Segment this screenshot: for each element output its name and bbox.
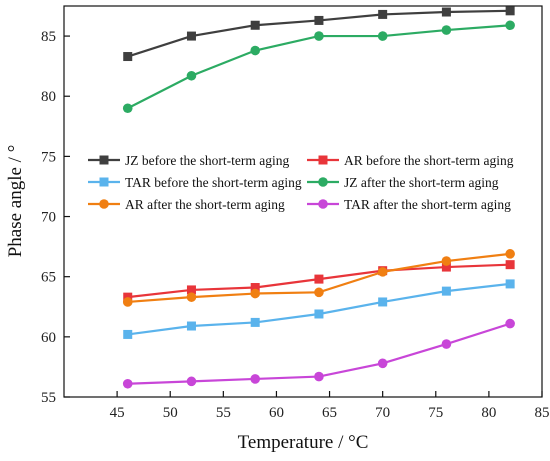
legend-item: TAR after the short-term aging	[307, 197, 511, 212]
data-point	[314, 31, 324, 41]
legend-marker	[318, 177, 328, 187]
legend-label: AR before the short-term aging	[344, 153, 514, 168]
data-point	[186, 321, 196, 331]
x-tick-label: 45	[110, 405, 125, 421]
data-point	[123, 329, 133, 339]
legend-marker	[318, 155, 328, 165]
y-tick-label: 70	[41, 210, 56, 226]
data-point	[250, 20, 260, 30]
x-tick-label: 50	[163, 405, 178, 421]
x-tick-label: 55	[216, 405, 231, 421]
legend-item: JZ before the short-term aging	[88, 153, 289, 168]
axis-ticks: 45 50 55 60 65 70 75 80 85 55 60 65 70 75 80 85	[41, 29, 550, 421]
data-point	[441, 7, 451, 17]
data-point	[314, 371, 324, 382]
data-point	[122, 103, 133, 114]
x-tick-label: 70	[375, 405, 390, 421]
series-4	[122, 20, 515, 114]
series-1	[123, 6, 515, 62]
data-point	[505, 6, 515, 16]
data-point	[378, 297, 388, 307]
data-point	[186, 285, 196, 295]
data-point	[250, 283, 260, 293]
y-tick-label: 80	[41, 89, 56, 105]
x-tick-label: 65	[322, 405, 337, 421]
legend-marker	[318, 199, 328, 209]
x-tick-label: 85	[535, 405, 550, 421]
data-point	[441, 25, 452, 35]
data-point	[250, 374, 260, 384]
data-point	[250, 288, 260, 299]
data-point	[314, 274, 324, 284]
data-point	[123, 292, 133, 302]
series-6	[122, 318, 515, 389]
data-point	[186, 376, 197, 387]
y-tick-label: 55	[41, 390, 56, 406]
data-point	[314, 309, 324, 319]
series-group	[122, 6, 515, 389]
data-point	[505, 249, 515, 259]
data-point	[378, 9, 388, 19]
y-tick-label: 85	[41, 29, 56, 45]
x-tick-label: 60	[269, 405, 284, 421]
legend-marker	[99, 199, 109, 209]
legend-label: TAR before the short-term aging	[125, 175, 302, 190]
y-tick-label: 60	[41, 330, 56, 346]
data-point	[441, 286, 451, 296]
data-point	[441, 262, 451, 272]
data-point	[186, 70, 197, 81]
x-axis-title: Temperature / °C	[238, 432, 369, 453]
legend-label: JZ after the short-term aging	[344, 175, 499, 190]
series-5	[122, 249, 515, 307]
data-point	[186, 292, 197, 302]
data-point	[377, 358, 388, 369]
data-point	[123, 52, 133, 62]
legend-label: TAR after the short-term aging	[344, 197, 511, 212]
legend-marker	[99, 155, 109, 165]
x-tick-label: 75	[428, 405, 443, 421]
legend-item: AR before the short-term aging	[307, 153, 514, 168]
data-point	[441, 339, 452, 349]
data-point	[250, 317, 260, 327]
x-tick-label: 80	[481, 405, 496, 421]
data-point	[122, 297, 133, 307]
data-point	[441, 256, 452, 266]
legend-item: TAR before the short-term aging	[88, 175, 302, 190]
plot-frame	[63, 5, 543, 398]
data-point	[314, 15, 324, 25]
y-tick-label: 75	[41, 149, 56, 165]
data-point	[186, 31, 196, 41]
legend-item: JZ after the short-term aging	[307, 175, 499, 190]
data-point	[250, 45, 260, 56]
data-point	[505, 279, 515, 289]
data-point	[505, 318, 515, 329]
y-axis-title: Phase angle / °	[5, 145, 26, 258]
data-point	[377, 31, 388, 41]
legend: JZ before the short-term aging AR before …	[88, 153, 514, 212]
legend-item: AR after the short-term aging	[88, 197, 285, 212]
y-tick-label: 65	[41, 270, 56, 286]
data-point	[314, 287, 324, 298]
data-point	[505, 260, 515, 270]
legend-label: JZ before the short-term aging	[125, 153, 289, 168]
data-point	[122, 378, 133, 389]
data-point	[377, 267, 388, 277]
data-point	[505, 20, 515, 31]
legend-marker	[99, 177, 109, 187]
series-3	[123, 279, 515, 339]
legend-label: AR after the short-term aging	[125, 197, 285, 212]
